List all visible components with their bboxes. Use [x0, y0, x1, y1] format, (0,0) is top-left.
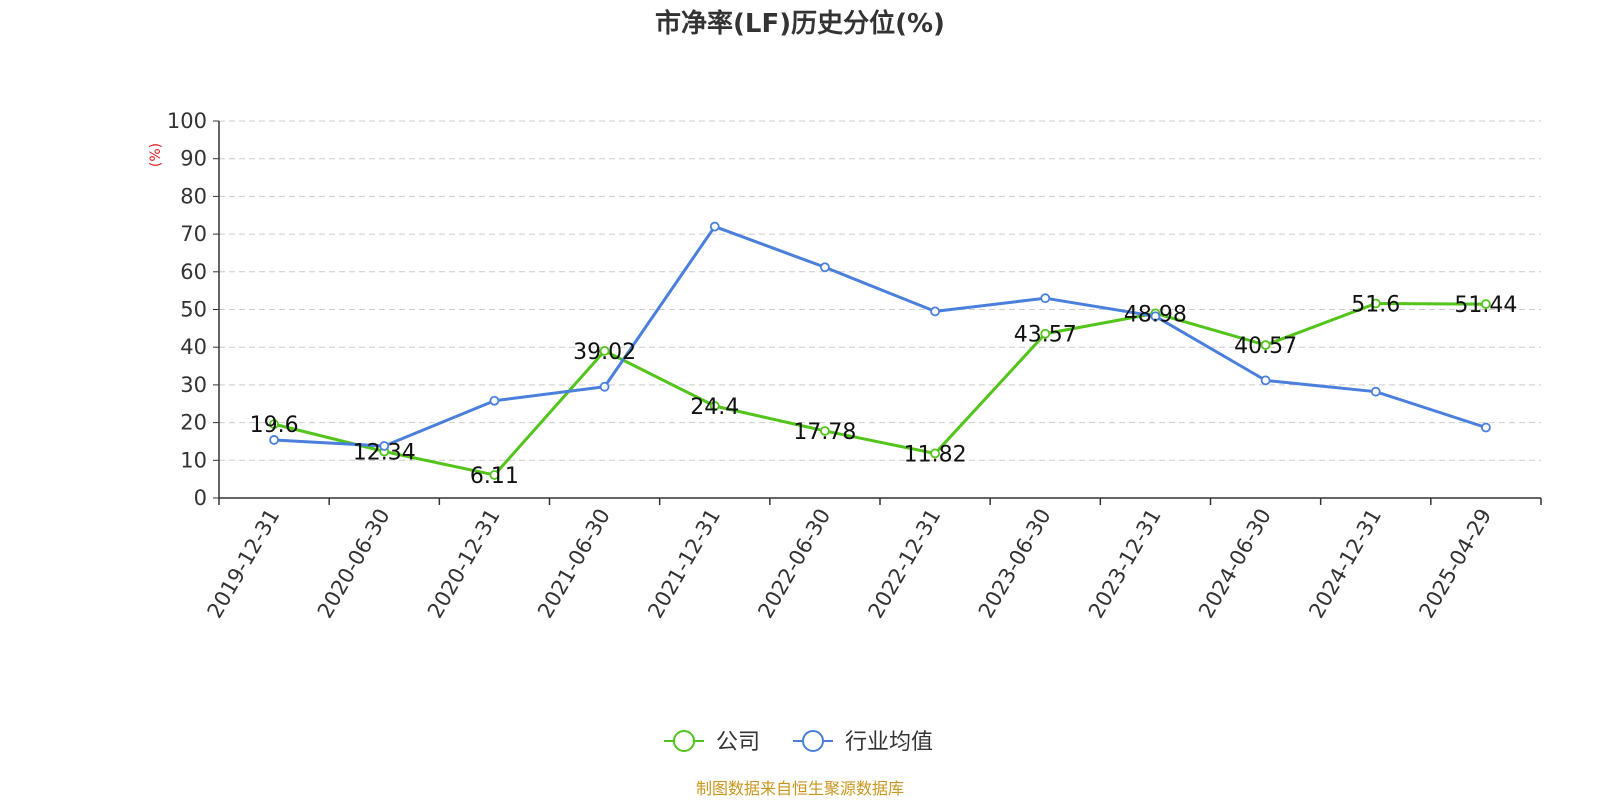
data-point[interactable]: [1040, 328, 1051, 339]
data-label: 40.57: [1234, 334, 1297, 359]
data-point[interactable]: [930, 306, 940, 317]
data-point[interactable]: [820, 426, 830, 436]
y-axis-label: (%): [148, 143, 164, 167]
data-label: 12.34: [353, 440, 416, 465]
legend-item-0[interactable]: 公司: [664, 730, 760, 755]
data-point[interactable]: [269, 419, 279, 430]
data-point[interactable]: [489, 470, 500, 480]
x-tick-label: 2022-06-30: [753, 505, 835, 623]
y-tick-label: 0: [194, 486, 207, 510]
y-tick-label: 10: [180, 448, 207, 472]
data-point[interactable]: [930, 448, 940, 459]
series-line-1: [274, 225, 1487, 448]
data-label: 17.78: [793, 420, 856, 445]
data-point[interactable]: [1370, 386, 1381, 397]
data-point[interactable]: [489, 395, 500, 406]
data-point[interactable]: [820, 262, 830, 273]
legend[interactable]: 公司 行业均值: [664, 730, 933, 755]
source-note: 制图数据来自恒生聚源数据库: [696, 779, 904, 798]
data-point[interactable]: [379, 441, 390, 451]
data-label: 39.02: [573, 340, 636, 365]
x-tick-label: 2021-06-30: [533, 505, 615, 623]
data-point[interactable]: [1260, 375, 1271, 386]
data-label: 43.57: [1014, 323, 1077, 348]
data-label: 24.4: [690, 395, 739, 420]
data-label: 51.6: [1351, 292, 1400, 317]
x-tick-label: 2023-06-30: [974, 505, 1056, 623]
legend-swatch-marker: [673, 730, 695, 752]
data-point[interactable]: [1481, 422, 1491, 433]
y-tick-label: 50: [180, 298, 207, 322]
x-tick-label: 2023-12-31: [1084, 505, 1166, 623]
data-point[interactable]: [709, 221, 720, 232]
y-tick-label: 80: [180, 184, 207, 208]
data-point[interactable]: [1370, 298, 1381, 309]
data-labels: 19.6 12.34 6.11 39.02 24.4 17.78 11.82 43.57 48.…: [250, 292, 1518, 488]
data-label: 6.11: [470, 464, 519, 489]
x-axis: 2019-12-31 2020-06-30 2020-12-31 2021-06-30…: [203, 497, 1542, 623]
data-point[interactable]: [1150, 311, 1161, 322]
x-tick-label: 2024-06-30: [1194, 505, 1276, 623]
data-point[interactable]: [1481, 299, 1491, 309]
x-tick-label: 2019-12-31: [203, 505, 285, 623]
y-tick-label: 70: [180, 222, 207, 246]
x-tick-label: 2022-12-31: [864, 504, 946, 622]
y-tick-label: 30: [180, 373, 207, 397]
series-layer: [269, 221, 1491, 480]
data-point[interactable]: [1040, 293, 1051, 304]
x-tick-label: 2020-12-31: [423, 504, 505, 622]
data-point[interactable]: [599, 381, 610, 392]
data-label: 48.98: [1124, 302, 1187, 327]
chart-title: 市净率(LF)历史分位(%): [655, 8, 945, 39]
y-tick-label: 60: [180, 260, 207, 284]
y-axis: 0 10 20 30 40 50 60 70 80 90 100: [167, 109, 220, 510]
data-label: 51.44: [1454, 293, 1517, 318]
legend-item-1[interactable]: 行业均值: [793, 730, 933, 755]
x-tick-label: 2021-12-31: [643, 505, 725, 623]
legend-label: 公司: [716, 730, 760, 755]
y-tick-label: 90: [180, 147, 207, 171]
series-line-0: [273, 301, 1486, 477]
y-tick-label: 100: [167, 109, 207, 133]
legend-swatch-marker: [802, 730, 824, 752]
data-point[interactable]: [599, 345, 610, 356]
legend-label: 行业均值: [845, 730, 933, 755]
data-point[interactable]: [709, 401, 720, 411]
x-tick-label: 2024-12-31: [1304, 505, 1386, 623]
x-tick-label: 2020-06-30: [313, 505, 395, 623]
y-tick-label: 20: [180, 411, 207, 435]
data-point[interactable]: [269, 435, 279, 445]
y-tick-label: 40: [180, 335, 207, 359]
x-tick-label: 2025-04-29: [1414, 505, 1496, 623]
data-label: 11.82: [904, 442, 967, 467]
data-point[interactable]: [1260, 340, 1271, 350]
data-label: 19.6: [250, 413, 299, 438]
